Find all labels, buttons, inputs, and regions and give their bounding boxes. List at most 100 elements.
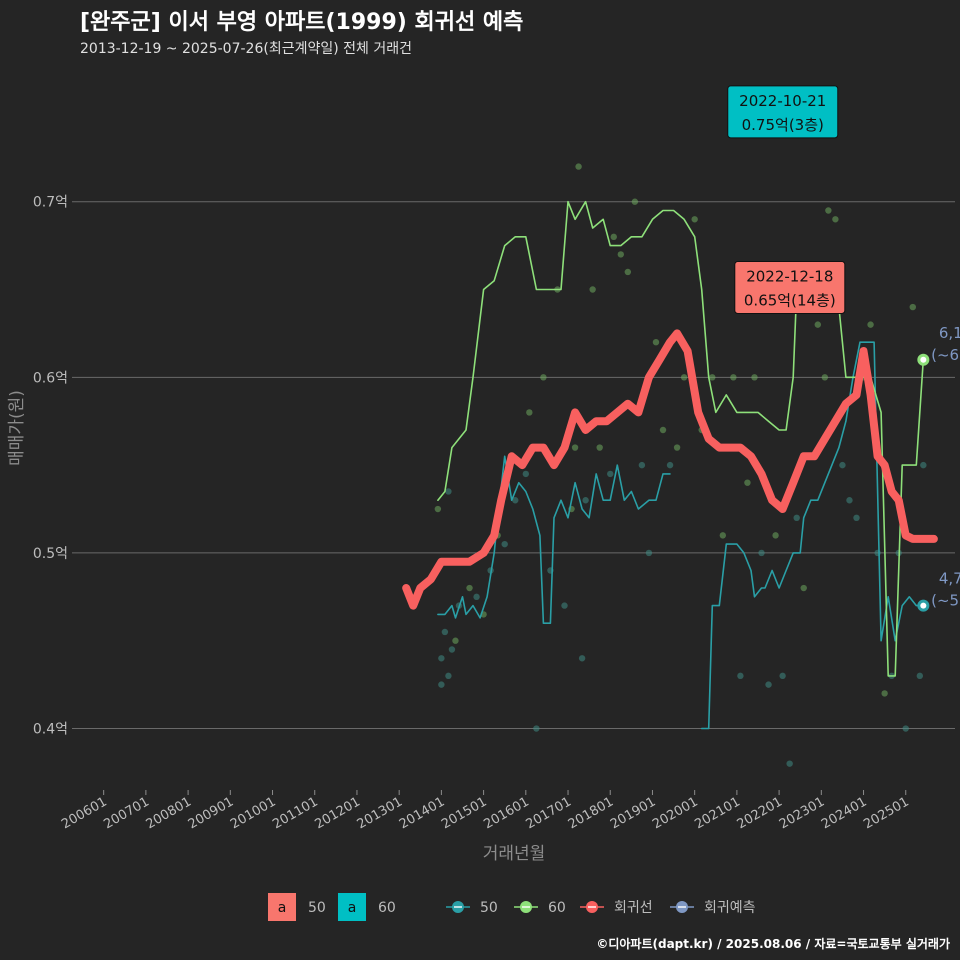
- x-tick-label: 200701: [101, 794, 151, 832]
- scatter-point: [673, 444, 681, 451]
- x-tick-label: 201001: [228, 794, 278, 832]
- end-label-area: (~50㎡): [931, 592, 960, 610]
- scatter-point: [825, 207, 832, 214]
- scatter-point: [800, 584, 807, 592]
- scatter-point: [578, 655, 586, 662]
- scatter-point: [512, 497, 519, 504]
- scatter-point: [744, 479, 751, 486]
- scatter-point: [452, 637, 459, 644]
- x-tick-label: 201701: [524, 794, 574, 832]
- annotation-price: 0.65억(14층): [744, 292, 836, 310]
- scatter-point: [920, 461, 927, 469]
- scatter-point: [765, 681, 772, 688]
- scatter-point: [582, 497, 589, 504]
- legend-line-text: 회귀선: [614, 900, 653, 916]
- end-labels: 6,100 (~60㎡) 4,700 (~50㎡): [917, 324, 960, 612]
- annotation-box: [727, 85, 839, 139]
- series-line-2: [437, 200, 925, 677]
- scatter-point: [473, 593, 480, 601]
- x-tick-label: 202201: [735, 794, 785, 832]
- scatter-point: [853, 514, 860, 522]
- end-label-value: 4,700: [939, 570, 960, 588]
- scatter-point: [445, 488, 452, 495]
- scatter-point: [596, 444, 603, 451]
- scatter-point: [709, 374, 716, 381]
- legend-label-text: 60: [378, 900, 396, 916]
- annotation-price: 0.75억(3층): [742, 116, 824, 134]
- x-tick-label: 201101: [270, 794, 320, 832]
- scatter-point: [867, 321, 874, 328]
- scatter-point: [839, 461, 846, 469]
- annotations: 2022-10-21 0.75억(3층) 2022-12-18 0.65억(14층): [727, 85, 846, 315]
- legend-line-text: 60: [548, 900, 566, 916]
- scatter-point: [466, 584, 473, 592]
- series-line-3: [402, 329, 938, 610]
- x-tick-label: 200901: [186, 794, 236, 832]
- scatter-point: [645, 549, 653, 557]
- legend-label-glyph: a: [278, 900, 287, 916]
- scatter-point: [448, 646, 456, 653]
- x-axis-title: 거래년월: [483, 844, 546, 864]
- scatter-point: [786, 760, 793, 767]
- x-tick-label: 201401: [397, 794, 447, 832]
- scatter-point: [832, 216, 839, 223]
- scatter-point: [730, 374, 737, 381]
- x-tick-label: 200801: [144, 794, 194, 832]
- end-label-area: (~60㎡): [931, 346, 960, 364]
- series-line-0: [437, 455, 671, 624]
- legend-line-text: 회귀예측: [704, 900, 756, 916]
- annotation-date: 2022-12-18: [746, 268, 833, 286]
- legend: a 50 a 60 50 60 회귀선 회귀예측: [268, 893, 756, 921]
- scatter-point: [589, 286, 596, 293]
- scatter-point: [438, 655, 445, 662]
- chart-subtitle: 2013-12-19 ~ 2025-07-26(최근계약일) 전체 거래건: [80, 41, 412, 57]
- x-tick-label: 201501: [439, 794, 489, 832]
- scatter-point: [501, 540, 508, 548]
- chart-title: [완주군] 이서 부영 아파트(1999) 회귀선 예측: [80, 10, 524, 35]
- annotation-box: [734, 261, 846, 315]
- scatter-point: [814, 321, 822, 328]
- scatter-point: [533, 725, 540, 732]
- scatter-point: [638, 461, 646, 469]
- scatter-point: [821, 374, 829, 381]
- y-tick-label: 0.6억: [33, 370, 68, 386]
- y-tick-label: 0.4억: [33, 722, 68, 738]
- x-tick-label: 202501: [861, 794, 911, 832]
- scatter-point: [846, 497, 853, 504]
- scatter-point: [652, 338, 660, 346]
- scatter-point: [575, 163, 582, 170]
- scatter-point: [561, 602, 568, 609]
- scatter-point: [916, 672, 924, 680]
- scatter-point: [607, 470, 614, 478]
- scatter-point: [617, 251, 624, 258]
- scatter-point: [881, 690, 888, 697]
- y-tick-label: 0.7억: [33, 195, 68, 211]
- x-tick-label: 201901: [608, 794, 658, 832]
- scatter-point: [737, 672, 744, 680]
- scatter-point: [772, 532, 779, 539]
- scatter-point: [631, 198, 639, 205]
- end-label-value: 6,100: [939, 324, 960, 342]
- x-tick-label: 202301: [777, 794, 827, 832]
- scatter-point: [902, 725, 909, 732]
- scatter-point: [445, 672, 452, 680]
- x-tick-label: 201301: [355, 794, 405, 832]
- scatter-points: [434, 110, 927, 767]
- series-line-1: [700, 341, 925, 730]
- scatter-point: [691, 216, 698, 223]
- scatter-point: [751, 374, 758, 381]
- end-point-center: [920, 602, 927, 609]
- scatter-point: [793, 514, 800, 522]
- scatter-point: [659, 426, 667, 434]
- legend-label-box: [338, 893, 366, 921]
- x-tick-label: 202101: [692, 794, 742, 832]
- footer-credit: ©디아파트(dapt.kr) / 2025.08.06 / 자료=국토교통부 실…: [596, 937, 950, 951]
- legend-label-box: [268, 893, 296, 921]
- x-axis-ticks: 2006012007012008012009012010012011012012…: [59, 790, 912, 832]
- series-lines: [402, 200, 938, 730]
- x-tick-label: 201601: [481, 794, 531, 832]
- scatter-point: [540, 374, 547, 381]
- scatter-point: [719, 532, 727, 539]
- scatter-point: [522, 470, 530, 478]
